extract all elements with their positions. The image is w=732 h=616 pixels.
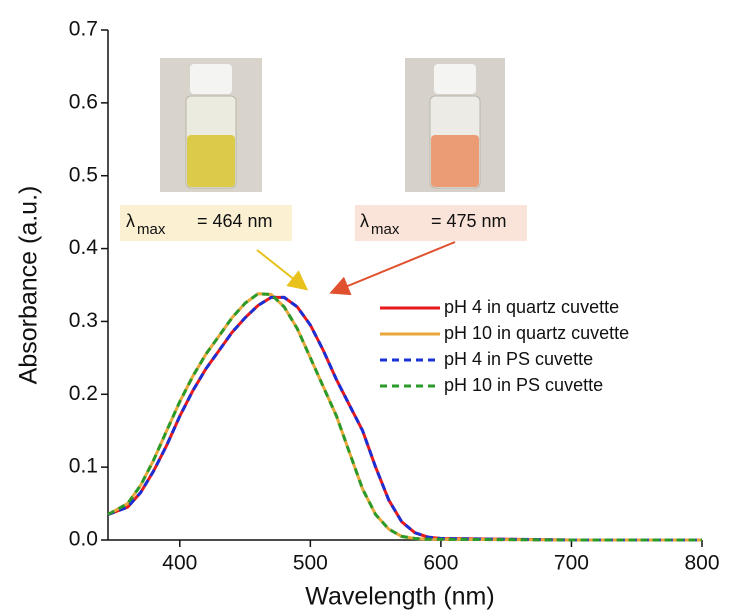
x-tick-label: 600 [423,552,458,575]
x-tick-label: 400 [162,552,197,575]
y-tick-label: 0.3 [69,309,98,332]
legend-label: pH 10 in quartz cuvette [444,323,629,343]
vial-orange [405,58,505,192]
annotation-text: = 464 nm [197,211,273,231]
x-tick-label: 800 [684,552,719,575]
legend-label: pH 4 in quartz cuvette [444,297,619,317]
vial-yellow [160,58,262,192]
x-tick-label: 500 [293,552,328,575]
y-tick-label: 0.6 [69,90,98,113]
annotation-464: λ max = 464 nm [120,205,309,291]
lambda-subscript: max [371,221,400,238]
legend-label: pH 4 in PS cuvette [444,349,593,369]
y-tick-label: 0.1 [69,455,98,478]
y-tick-label: 0.7 [69,18,98,41]
x-tick-label: 700 [554,552,589,575]
legend-label: pH 10 in PS cuvette [444,375,603,395]
lambda-subscript: max [137,221,166,238]
lambda-symbol: λ [360,211,369,231]
y-tick-label: 0.0 [69,528,98,551]
annotation-475: λ max = 475 nm [329,205,527,296]
series-line [107,292,702,542]
lambda-symbol: λ [126,211,135,231]
series-line [107,295,702,542]
annotation-text: = 475 nm [431,211,507,231]
y-tick-label: 0.2 [69,382,98,405]
arrow [329,241,456,296]
x-axis-title: Wavelength (nm) [305,583,494,611]
y-tick-label: 0.5 [69,163,98,186]
arrow [256,249,309,291]
y-axis-title: Absorbance (a.u.) [15,186,43,385]
y-tick-label: 0.4 [69,236,99,259]
